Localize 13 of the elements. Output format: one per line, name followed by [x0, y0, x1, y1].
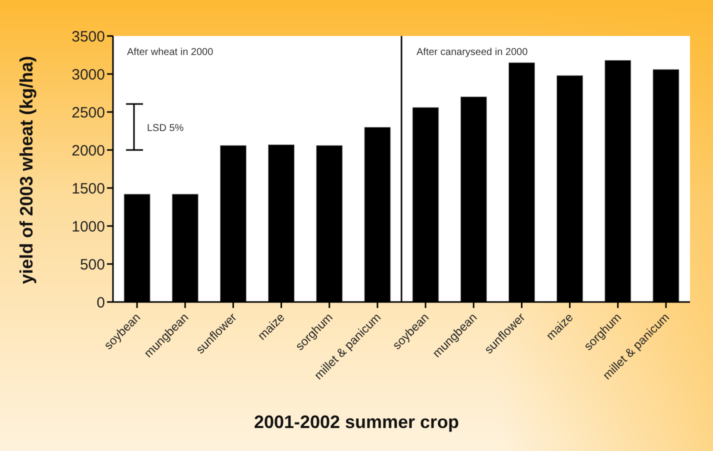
annotation: LSD 5% — [147, 123, 184, 134]
x-axis-title: 2001-2002 summer crop — [252, 412, 460, 433]
y-axis-title: yield of 2003 wheat (kg/ha) — [16, 56, 38, 284]
y-tick-label: 1000 — [72, 218, 105, 236]
annotation: After canaryseed in 2000 — [416, 47, 528, 58]
y-tick-label: 3000 — [72, 66, 105, 84]
y-tick-label: 0 — [96, 294, 105, 312]
annotation: After wheat in 2000 — [127, 47, 214, 58]
y-tick-label: 500 — [80, 256, 105, 274]
y-tick-label: 1500 — [72, 180, 105, 198]
y-tick-label: 2500 — [72, 104, 105, 122]
y-tick-label: 2000 — [72, 142, 105, 160]
y-tick-label: 3500 — [72, 28, 105, 46]
